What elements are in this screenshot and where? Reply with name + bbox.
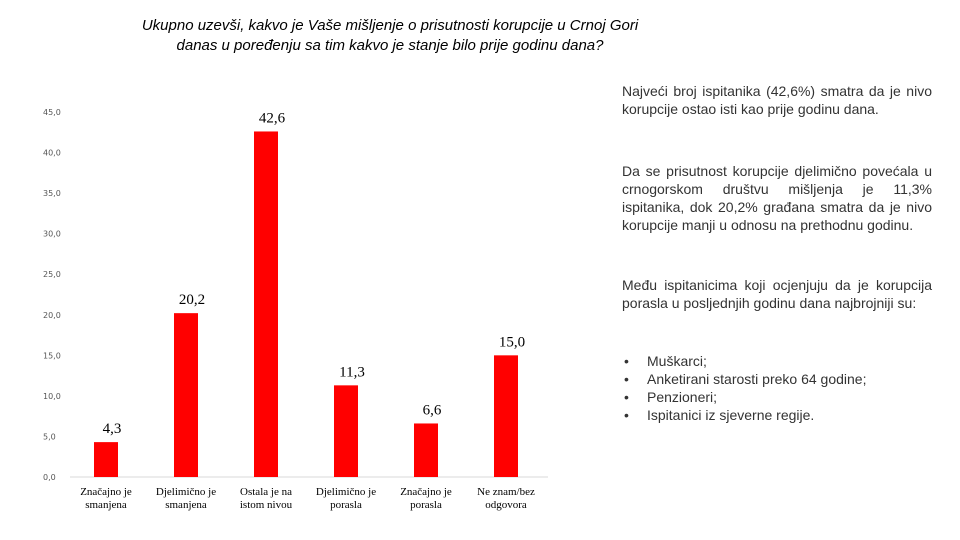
category-label: smanjena	[85, 499, 127, 511]
bullet-icon: •	[624, 407, 629, 423]
bar	[414, 423, 438, 477]
data-labels: 4,3 20,2 42,6 11,3 6,6 15,0	[103, 110, 526, 437]
commentary-paragraph-3: Među ispitanicima koji ocjenjuju da je k…	[622, 277, 932, 311]
y-tick-label: 15,0	[43, 351, 61, 360]
bar-chart: 0,0 5,0 10,0 15,0 20,0 25,0 30,0 35,0 40,0 45,0 4…	[43, 108, 548, 511]
category-label: Značajno je	[400, 486, 452, 498]
y-tick-label: 45,0	[43, 108, 61, 117]
category-label: porasla	[410, 499, 442, 511]
bar	[94, 442, 118, 477]
bullet-icon: •	[624, 353, 629, 369]
bullet-item: • Anketirani starosti preko 64 godine;	[624, 371, 867, 387]
data-label: 15,0	[499, 334, 525, 350]
commentary-paragraph-2: Da se prisutnost korupcije djelimično po…	[622, 163, 932, 233]
bullet-icon: •	[624, 389, 629, 405]
data-label: 11,3	[339, 364, 365, 380]
y-tick-label: 40,0	[43, 149, 61, 158]
y-tick-label: 25,0	[43, 270, 61, 279]
y-tick-label: 20,0	[43, 311, 61, 320]
category-label: porasla	[330, 499, 362, 511]
bar	[494, 355, 518, 477]
category-label: odgovora	[485, 499, 527, 511]
data-label: 6,6	[423, 402, 442, 418]
chart-title: Ukupno uzevši, kakvo je Vaše mišljenje o…	[141, 17, 639, 54]
y-tick-label: 5,0	[43, 432, 56, 441]
data-label: 20,2	[179, 292, 205, 308]
bullet-item: • Muškarci;	[624, 353, 707, 369]
y-tick-label: 30,0	[43, 230, 61, 239]
data-label: 4,3	[103, 421, 122, 437]
bullet-item: • Ispitanici iz sjeverne regije.	[624, 407, 815, 423]
bar	[174, 313, 198, 477]
y-tick-label: 10,0	[43, 392, 61, 401]
bullet-item: • Penzioneri;	[624, 389, 718, 405]
category-label: Djelimično je	[316, 486, 376, 498]
bar	[254, 131, 278, 477]
bars	[94, 131, 518, 477]
commentary-paragraph-1: Najveći broj ispitanika (42,6%) smatra d…	[622, 83, 932, 117]
category-label: Ne znam/bez	[477, 486, 535, 498]
bullet-icon: •	[624, 371, 629, 387]
commentary-bullet-list: • Muškarci; • Anketirani starosti preko 64…	[622, 352, 932, 424]
y-axis-ticks: 0,0 5,0 10,0 15,0 20,0 25,0 30,0 35,0 40,0 45,0	[43, 108, 61, 482]
y-tick-label: 0,0	[43, 473, 56, 482]
category-label: Značajno je	[80, 486, 132, 498]
category-label: smanjena	[165, 499, 207, 511]
category-label: istom nivou	[240, 499, 293, 511]
data-label: 42,6	[259, 110, 286, 126]
bar	[334, 385, 358, 477]
category-label: Ostala je na	[240, 486, 292, 498]
category-label: Djelimično je	[156, 486, 216, 498]
y-tick-label: 35,0	[43, 189, 61, 198]
